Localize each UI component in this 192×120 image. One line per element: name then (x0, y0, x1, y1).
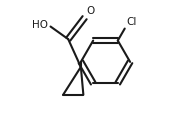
Text: O: O (86, 6, 94, 16)
Text: HO: HO (32, 20, 48, 30)
Text: Cl: Cl (126, 17, 136, 27)
